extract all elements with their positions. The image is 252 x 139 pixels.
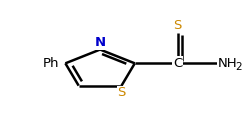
Text: 2: 2	[234, 62, 241, 72]
Text: Ph: Ph	[42, 57, 59, 70]
Text: N: N	[94, 36, 105, 49]
Text: NH: NH	[217, 57, 236, 70]
Text: S: S	[173, 19, 181, 32]
Text: S: S	[117, 86, 125, 99]
Text: C: C	[172, 57, 181, 70]
